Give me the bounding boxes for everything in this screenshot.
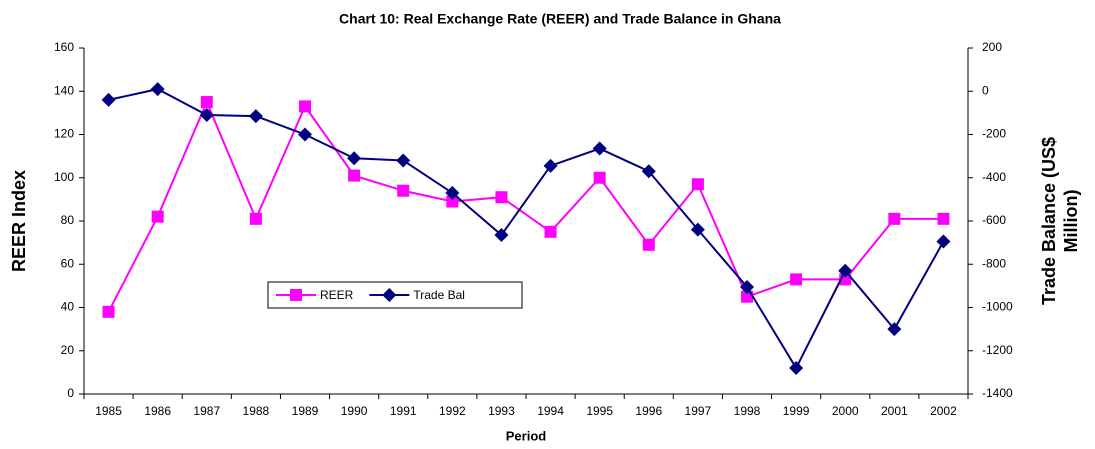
data-point [348,169,361,182]
y-axis-label: REER Index [9,170,29,272]
data-point [200,96,213,109]
y2-tick-label: -800 [982,256,1006,270]
y-tick-label: 20 [61,343,75,357]
data-point [151,210,164,223]
data-point [249,212,262,225]
x-tick-label: 1987 [193,404,220,418]
x-tick-label: 1985 [95,404,122,418]
y-tick-label: 120 [54,127,74,141]
x-tick-label: 2001 [881,404,908,418]
y2-tick-label: -600 [982,213,1006,227]
data-point [396,153,411,168]
data-point [887,322,902,337]
data-point [790,273,803,286]
data-point [691,178,704,191]
data-point [838,263,853,278]
y-tick-label: 0 [67,386,74,400]
x-tick-label: 2000 [832,404,859,418]
series-line [107,99,944,313]
data-point [446,195,459,208]
x-tick-label: 2002 [930,404,957,418]
data-point [299,100,311,113]
data-point [199,108,214,123]
y2-tick-label: -400 [982,170,1006,184]
data-point [248,109,263,124]
data-point [543,158,558,173]
legend-marker [382,288,397,302]
x-tick-label: 1993 [488,404,515,418]
legend-label: Trade Bal [413,288,465,302]
y-tick-label: 60 [61,256,75,270]
data-point [593,171,606,184]
x-tick-label: 1996 [635,404,662,418]
y2-tick-label: -1000 [982,300,1013,314]
x-tick-label: 1992 [439,404,466,418]
data-point [101,92,116,107]
data-point [544,225,557,238]
y2-axis-label: Million) [1061,190,1081,253]
legend-label: REER [320,288,354,302]
x-tick-label: 1999 [783,404,810,418]
data-point [298,127,312,142]
x-tick-label: 1986 [144,404,171,418]
x-tick-label: 1990 [341,404,368,418]
data-point [937,212,950,225]
data-point [592,141,607,156]
x-tick-label: 1995 [586,404,613,418]
data-point [347,151,362,166]
y-tick-label: 80 [61,213,75,227]
data-point [642,238,655,251]
data-point [641,164,656,179]
legend-marker [290,289,302,301]
y2-tick-label: -1200 [982,343,1013,357]
y2-tick-label: -200 [982,127,1006,141]
series-line [108,88,945,371]
x-axis-label: Period [506,428,547,443]
y2-tick-label: 200 [982,40,1002,54]
data-point [690,222,705,237]
y-tick-label: 160 [54,40,74,54]
x-tick-label: 1997 [685,404,712,418]
data-point [494,228,509,243]
x-tick-label: 1988 [243,404,270,418]
data-point [397,184,410,197]
data-point [102,305,115,318]
y-tick-label: 40 [61,300,75,314]
chart-title: Chart 10: Real Exchange Rate (REER) and … [339,11,781,27]
x-tick-label: 1998 [734,404,761,418]
data-point [888,212,901,225]
y-tick-label: 100 [54,170,74,184]
y2-axis-label: Trade Balance (US$ [1039,137,1059,305]
x-tick-label: 1989 [292,404,319,418]
x-tick-label: 1994 [537,404,564,418]
data-point [495,191,508,204]
y-tick-label: 140 [54,83,74,97]
data-point [150,82,165,97]
data-point [789,361,804,376]
y2-tick-label: -1400 [982,386,1013,400]
data-point [445,185,460,200]
x-tick-label: 1991 [390,404,417,418]
y2-tick-label: 0 [982,83,989,97]
data-point [936,234,951,249]
data-point [740,279,754,294]
